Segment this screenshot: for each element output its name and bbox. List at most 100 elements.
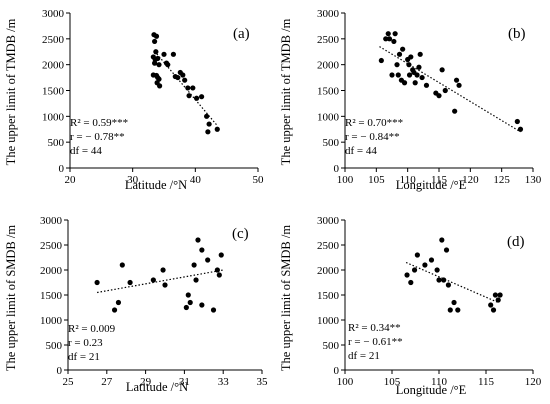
data-point bbox=[406, 72, 413, 78]
x-tick-label: 110 bbox=[431, 376, 448, 388]
panel-b: 0 500 1000 1500 2000 2500 3000 100 105 110 115 120 1… bbox=[279, 8, 542, 192]
panel-b-stat-df: df = 44 bbox=[345, 145, 377, 157]
panel-d-xlabel: Longitude /°E bbox=[396, 383, 467, 397]
data-point bbox=[218, 252, 224, 258]
data-point bbox=[204, 113, 210, 119]
data-point bbox=[488, 302, 494, 308]
y-tick-label: 500 bbox=[323, 340, 340, 352]
data-point bbox=[94, 279, 100, 286]
y-tick-label: 3000 bbox=[317, 8, 340, 20]
data-point bbox=[439, 67, 445, 73]
y-tick-label: 2000 bbox=[42, 60, 65, 72]
data-point bbox=[150, 277, 156, 283]
panel-a-plot: 0 500 1000 1500 2000 2500 3000 20 30 40 50 bbox=[42, 8, 264, 186]
data-point bbox=[162, 282, 168, 288]
x-tick-label: 120 bbox=[525, 376, 542, 388]
data-point bbox=[386, 36, 393, 42]
x-tick-label: 120 bbox=[462, 174, 479, 186]
panel-a-stat-df: df = 44 bbox=[70, 145, 102, 157]
data-point bbox=[191, 262, 197, 268]
data-point bbox=[115, 299, 122, 306]
data-point bbox=[406, 62, 412, 68]
data-point bbox=[447, 307, 453, 313]
data-point bbox=[451, 299, 457, 306]
panel-d-stat-r: r = − 0.61** bbox=[348, 336, 403, 348]
x-tick-label: 25 bbox=[63, 376, 75, 388]
data-point bbox=[456, 82, 462, 88]
y-tick-label: 3000 bbox=[317, 215, 340, 227]
panel-b-stat-r2: R² = 0.70*** bbox=[345, 117, 403, 129]
data-point bbox=[495, 297, 501, 303]
y-tick-label: 1500 bbox=[40, 290, 63, 302]
y-tick-label: 1500 bbox=[42, 86, 65, 98]
x-tick-label: 40 bbox=[190, 174, 202, 186]
x-tick-label: 50 bbox=[253, 174, 265, 186]
data-point bbox=[199, 247, 205, 253]
data-point bbox=[214, 126, 220, 132]
data-point bbox=[445, 282, 451, 288]
data-point bbox=[153, 33, 160, 39]
data-point bbox=[161, 51, 167, 57]
data-point bbox=[385, 31, 391, 37]
panel-b-xlabel: Longitude /°E bbox=[396, 178, 467, 192]
data-point bbox=[185, 85, 191, 91]
panel-a-ylabel: The upper limit of TMDB /m bbox=[4, 18, 18, 165]
data-point bbox=[175, 74, 181, 81]
data-point bbox=[436, 277, 442, 283]
x-tick-label: 27 bbox=[101, 376, 113, 388]
data-point bbox=[414, 72, 420, 78]
x-tick-label: 30 bbox=[127, 174, 139, 186]
data-point bbox=[155, 55, 161, 62]
data-point bbox=[442, 87, 448, 94]
y-tick-label: 0 bbox=[334, 365, 340, 377]
panel-d-plot: 0 500 1000 1500 2000 2500 3000 100 105 110 115 120 bbox=[317, 215, 542, 388]
y-tick-label: 3000 bbox=[40, 215, 63, 227]
data-point bbox=[428, 257, 435, 263]
data-point bbox=[127, 279, 133, 286]
data-point bbox=[412, 80, 418, 86]
data-point bbox=[205, 129, 211, 135]
data-point bbox=[214, 267, 220, 273]
data-point bbox=[423, 82, 430, 88]
data-point bbox=[514, 118, 520, 125]
y-tick-label: 2000 bbox=[317, 60, 340, 72]
data-point bbox=[216, 272, 222, 278]
data-point bbox=[422, 262, 428, 268]
panel-c-stat-r2: R² = 0.009 bbox=[68, 323, 116, 335]
x-tick-label: 105 bbox=[384, 376, 401, 388]
data-point bbox=[394, 62, 400, 68]
data-point bbox=[443, 247, 450, 253]
x-tick-label: 29 bbox=[140, 376, 152, 388]
panel-c: 0 500 1000 1500 2000 2500 3000 25 27 29 31 33 35 (c)… bbox=[4, 215, 268, 394]
x-tick-label: 35 bbox=[257, 376, 269, 388]
data-point bbox=[153, 49, 159, 55]
y-tick-label: 1000 bbox=[40, 315, 63, 327]
data-point bbox=[180, 72, 186, 78]
data-point bbox=[439, 237, 445, 243]
data-point bbox=[389, 72, 395, 78]
x-tick-label: 115 bbox=[478, 376, 495, 388]
data-point bbox=[187, 299, 193, 306]
panel-b-stat-r: r = − 0.84** bbox=[345, 131, 400, 143]
data-point bbox=[436, 93, 442, 99]
data-point bbox=[170, 51, 176, 57]
data-point bbox=[490, 307, 497, 313]
data-point bbox=[396, 51, 403, 57]
x-tick-label: 130 bbox=[525, 174, 542, 186]
data-point bbox=[395, 72, 401, 78]
panel-c-xlabel: Latitude /°N bbox=[126, 380, 188, 394]
data-point bbox=[419, 74, 425, 81]
data-point bbox=[152, 38, 158, 45]
y-tick-label: 1000 bbox=[42, 111, 65, 123]
data-point bbox=[400, 46, 406, 52]
y-tick-label: 1500 bbox=[317, 290, 340, 302]
x-tick-label: 125 bbox=[493, 174, 510, 186]
data-point bbox=[404, 272, 410, 278]
data-point bbox=[193, 95, 200, 101]
y-tick-label: 500 bbox=[46, 340, 63, 352]
x-tick-label: 105 bbox=[368, 174, 385, 186]
data-point bbox=[199, 302, 205, 308]
data-point bbox=[434, 267, 440, 273]
